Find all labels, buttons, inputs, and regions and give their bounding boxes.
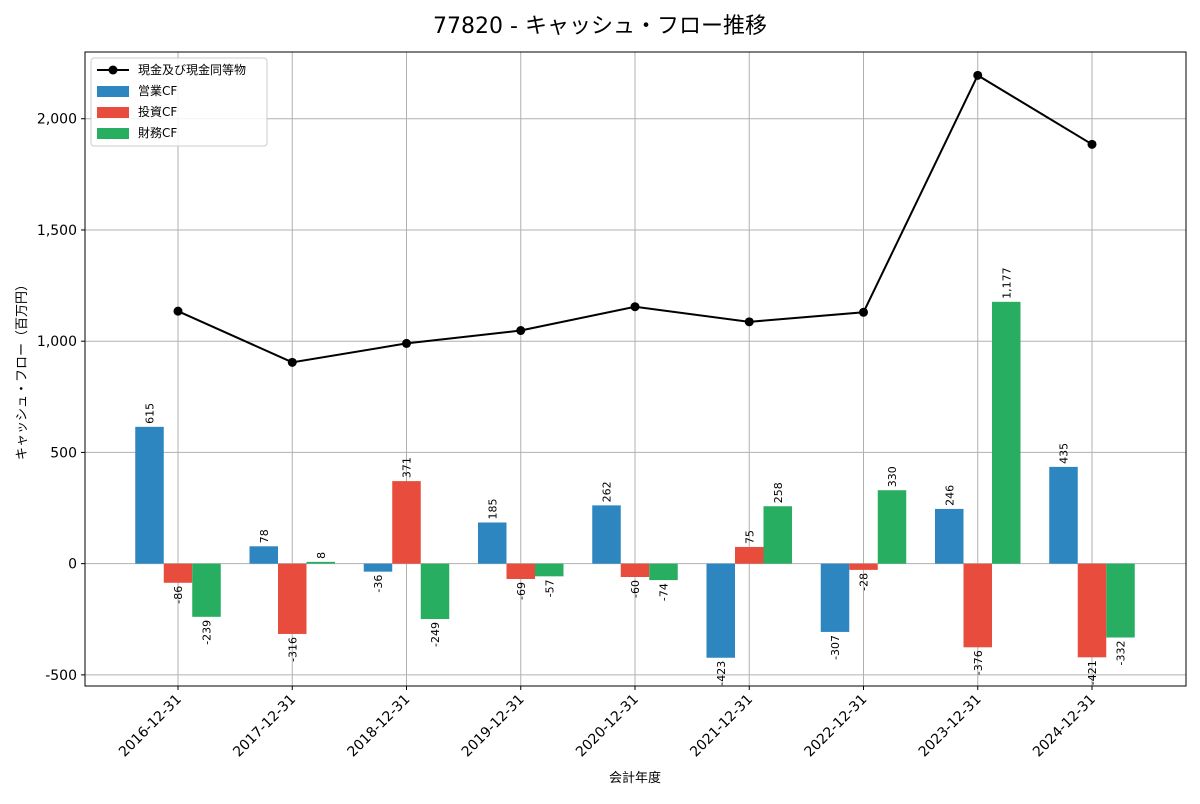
- y-tick-label: 500: [50, 445, 77, 461]
- legend-bar-swatch: [97, 107, 129, 118]
- bar-3: [306, 561, 335, 564]
- bar-1: [135, 426, 164, 564]
- bar-value-label: 435: [1058, 443, 1071, 464]
- y-tick-label: 2,000: [37, 112, 77, 128]
- cash-balance-point: [1087, 139, 1097, 149]
- x-tick-label: 2017-12-31: [230, 692, 299, 761]
- cash-balance-point: [287, 357, 297, 367]
- bar-3: [420, 563, 450, 620]
- bar-1: [935, 508, 964, 564]
- axis-layer: -500 0 500 1,000 1,500 2,000 2016-12-31 2017-12…: [37, 112, 1099, 761]
- legend-label: 財務CF: [138, 125, 177, 140]
- x-tick-label: 2019-12-31: [459, 692, 528, 761]
- bar-1: [249, 546, 278, 564]
- bar-1: [592, 505, 621, 564]
- bar-1: [1049, 466, 1078, 564]
- x-tick-label: 2018-12-31: [344, 692, 413, 761]
- y-tick-label: 1,000: [37, 334, 77, 350]
- legend-bar-swatch: [97, 128, 129, 139]
- bar-value-label: 78: [258, 529, 271, 543]
- bar-value-label: -86: [172, 586, 185, 604]
- legend-bar-swatch: [97, 86, 129, 97]
- bar-value-label: 185: [486, 498, 499, 519]
- y-tick-label: 0: [68, 557, 77, 573]
- x-tick-label: 2022-12-31: [801, 692, 870, 761]
- cash-balance-point: [402, 338, 411, 348]
- bar-value-label: -423: [715, 661, 728, 686]
- bar-value-label: -239: [201, 620, 214, 645]
- bar-value-label: 371: [401, 457, 414, 478]
- y-tick-label: 1,500: [37, 223, 77, 239]
- bar-3: [649, 563, 678, 581]
- legend-line-marker: [108, 65, 118, 75]
- cash-balance-point: [859, 307, 868, 317]
- bar-2: [620, 563, 650, 577]
- bar-1: [706, 563, 735, 658]
- legend-label: 投資CF: [138, 104, 177, 119]
- bar-value-label: -332: [1115, 641, 1128, 666]
- bar-1: [478, 522, 507, 564]
- bar-3: [535, 563, 564, 577]
- bar-3: [877, 490, 907, 564]
- bar-value-label: -57: [543, 579, 556, 597]
- bar-value-label: -69: [515, 582, 528, 600]
- cash-balance-point: [173, 306, 183, 316]
- bar-value-label: 258: [772, 482, 785, 503]
- bar-3: [1106, 563, 1135, 638]
- line-layer: [173, 70, 1097, 367]
- bar-layer: [135, 301, 1135, 658]
- x-tick-label: 2024-12-31: [1030, 692, 1099, 761]
- bar-2: [735, 546, 764, 564]
- bar-value-label: -316: [286, 637, 299, 662]
- cash-balance-point: [630, 302, 640, 312]
- bar-1: [820, 563, 850, 632]
- bar-value-label: 1,177: [1000, 267, 1013, 299]
- bar-value-label: 262: [601, 481, 614, 502]
- bar-value-label: 246: [943, 485, 956, 506]
- legend-frame: [90, 57, 268, 147]
- bar-2: [849, 563, 878, 570]
- bar-2: [506, 563, 535, 579]
- bar-value-label: -421: [1086, 660, 1099, 685]
- chart-title: 77820 - キャッシュ・フロー推移: [433, 14, 767, 39]
- bar-2: [278, 563, 307, 634]
- bar-value-label: 330: [886, 466, 899, 487]
- bar-value-label: -36: [372, 575, 385, 593]
- bar-2: [163, 563, 193, 583]
- data-label-layer: 615 78 -36 185 262 -423 -307 246 435 -86 -316 371 -6…: [144, 267, 1128, 685]
- bar-value-label: -60: [629, 580, 642, 598]
- y-axis-label: キャッシュ・フロー（百万円）: [15, 278, 30, 460]
- bar-2: [1077, 563, 1107, 658]
- legend-label: 現金及び現金同等物: [138, 62, 246, 77]
- bar-value-label: -307: [829, 635, 842, 660]
- bar-value-label: 8: [315, 552, 328, 559]
- bar-value-label: -249: [429, 622, 442, 647]
- bar-value-label: 615: [144, 403, 157, 424]
- y-tick-label: -500: [45, 668, 77, 684]
- x-tick-label: 2021-12-31: [687, 692, 756, 761]
- cash-balance-point: [744, 317, 754, 327]
- x-axis-label: 会計年度: [609, 770, 661, 786]
- bar-3: [763, 506, 792, 564]
- cash-balance-point: [516, 326, 526, 336]
- bar-1: [363, 563, 393, 572]
- bar-2: [392, 481, 421, 564]
- bar-3: [992, 301, 1021, 564]
- bar-3: [192, 563, 221, 617]
- x-tick-label: 2016-12-31: [116, 692, 185, 761]
- cash-balance-point: [973, 70, 983, 80]
- bar-value-label: -28: [858, 573, 871, 591]
- x-tick-label: 2020-12-31: [573, 692, 642, 761]
- bar-2: [963, 563, 992, 648]
- bar-value-label: -74: [658, 583, 671, 601]
- legend-label: 営業CF: [138, 84, 177, 98]
- bar-value-label: 75: [743, 530, 756, 544]
- x-tick-label: 2023-12-31: [916, 692, 985, 761]
- bar-value-label: -376: [972, 650, 985, 675]
